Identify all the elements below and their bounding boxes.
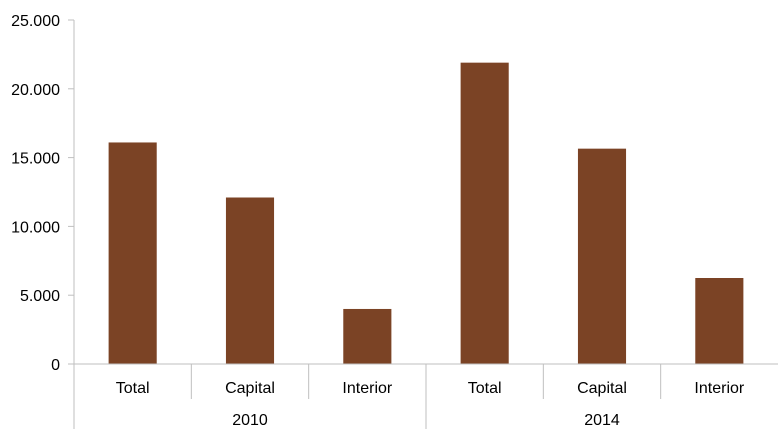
bar bbox=[577, 148, 627, 364]
y-tick-label: 15.000 bbox=[11, 151, 60, 168]
x-category-label: Total bbox=[468, 380, 502, 397]
bar bbox=[108, 142, 157, 364]
y-axis: 0 5.000 10.000 15.000 20.000 25.000 bbox=[11, 13, 75, 374]
x-category-label: Capital bbox=[225, 380, 275, 397]
x-group-label: 2010 bbox=[232, 412, 268, 429]
bar bbox=[695, 278, 744, 364]
bar bbox=[225, 197, 275, 364]
y-tick-label: 5.000 bbox=[20, 288, 60, 305]
x-group-label: 2014 bbox=[584, 412, 620, 429]
x-axis: Total Capital Interior 2010 Total Capital Inte… bbox=[73, 363, 778, 429]
x-category-label: Interior bbox=[342, 380, 392, 397]
y-tick-label: 0 bbox=[51, 357, 60, 374]
x-category-label: Total bbox=[116, 380, 150, 397]
y-tick-label: 20.000 bbox=[11, 82, 60, 99]
x-category-label: Capital bbox=[577, 380, 627, 397]
x-category-label: Interior bbox=[694, 380, 744, 397]
bars bbox=[108, 62, 744, 364]
y-tick-label: 25.000 bbox=[11, 13, 60, 30]
y-tick-label: 10.000 bbox=[11, 219, 60, 236]
bar bbox=[460, 62, 509, 364]
bar bbox=[343, 308, 392, 364]
